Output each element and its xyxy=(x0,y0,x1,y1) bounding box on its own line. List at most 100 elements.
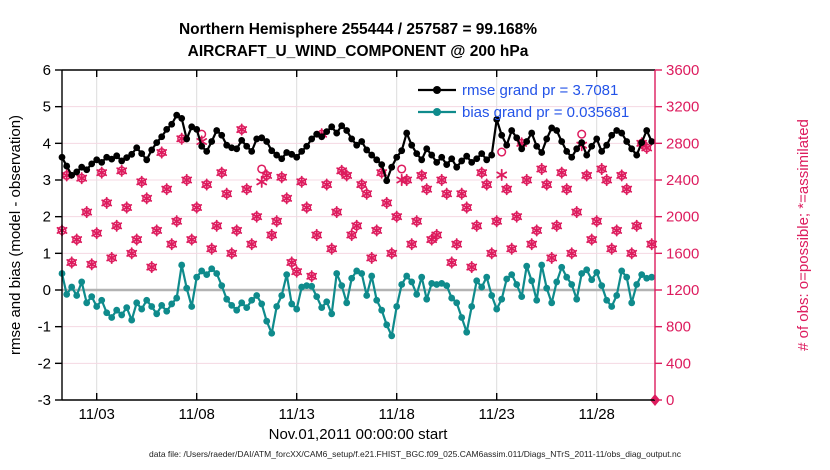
bias-point-marker xyxy=(243,304,251,311)
data-file-path: data file: /Users/raeder/DAI/ATM_forcXX/… xyxy=(149,449,682,459)
bias-point-marker xyxy=(103,309,111,317)
assimilated-obs-marker xyxy=(446,258,458,267)
rmse-point-marker xyxy=(298,148,306,155)
rmse-point-marker xyxy=(603,141,611,149)
assimilated-obs-marker xyxy=(566,249,578,257)
rmse-point-marker xyxy=(278,155,286,163)
assimilated-obs-marker xyxy=(266,231,278,239)
bias-point-marker xyxy=(608,303,616,310)
assimilated-obs-marker xyxy=(606,245,618,253)
rmse-point-marker xyxy=(268,147,276,155)
bias-point-marker xyxy=(528,277,536,285)
assimilated-obs-marker xyxy=(116,167,128,175)
bias-point-marker xyxy=(73,292,81,299)
bias-point-marker xyxy=(258,300,266,308)
assimilated-obs-marker xyxy=(216,169,228,177)
bias-point-marker xyxy=(618,267,626,275)
left-tick-label: 1 xyxy=(43,245,51,262)
assimilated-obs-marker xyxy=(621,185,633,193)
rmse-point-marker xyxy=(508,127,516,134)
rmse-point-marker xyxy=(93,156,101,164)
assimilated-obs-marker xyxy=(241,185,253,193)
rmse-point-marker xyxy=(293,153,301,161)
rmse-point-marker xyxy=(483,156,491,164)
rmse-point-marker xyxy=(503,141,511,149)
rmse-point-marker xyxy=(308,135,316,143)
bias-point-marker xyxy=(483,273,491,281)
assimilated-obs-marker xyxy=(526,240,538,248)
rmse-point-marker xyxy=(438,153,446,161)
assimilated-obs-marker xyxy=(461,203,473,212)
bias-point-marker xyxy=(248,296,256,304)
bias-point-marker xyxy=(588,276,596,284)
bias-point-marker xyxy=(518,293,526,300)
bias-point-marker xyxy=(648,273,656,281)
bias-point-marker xyxy=(573,295,581,303)
rmse-point-marker xyxy=(608,131,616,139)
bias-point-marker xyxy=(558,263,566,271)
right-tick-label: 0 xyxy=(666,392,674,409)
bias-point-marker xyxy=(463,328,471,336)
rmse-point-marker xyxy=(263,138,271,145)
assimilated-obs-marker xyxy=(541,181,553,189)
bias-point-marker xyxy=(158,302,166,309)
bias-point-marker xyxy=(148,303,156,310)
bias-point-marker xyxy=(373,296,381,304)
bias-point-marker xyxy=(173,294,181,302)
assimilated-obs-marker xyxy=(346,231,358,239)
rmse-point-marker xyxy=(538,149,546,156)
right-tick-label: 1600 xyxy=(666,245,699,262)
rmse-point-marker xyxy=(458,157,466,165)
rmse-point-marker xyxy=(188,123,196,131)
assimilated-obs-marker xyxy=(486,249,498,257)
assimilated-obs-marker xyxy=(301,203,313,212)
left-tick-label: 0 xyxy=(43,282,51,299)
right-tick-label: 3200 xyxy=(666,99,699,116)
bias-point-marker xyxy=(253,292,261,299)
assimilated-obs-marker xyxy=(111,222,123,230)
bias-point-marker xyxy=(268,329,276,337)
assimilated-obs-marker xyxy=(596,165,608,173)
rmse-point-marker xyxy=(343,127,351,134)
bias-point-marker xyxy=(123,304,131,311)
bias-point-marker xyxy=(613,292,621,299)
assimilated-obs-marker xyxy=(491,217,503,225)
x-tick-label: 11/03 xyxy=(78,406,114,423)
bias-point-marker xyxy=(378,306,386,314)
assimilated-obs-marker xyxy=(431,231,443,239)
assimilated-obs-marker xyxy=(271,217,283,225)
rmse-point-marker xyxy=(433,159,441,166)
bias-point-marker xyxy=(333,270,341,277)
bias-point-marker xyxy=(498,295,506,303)
bias-point-marker xyxy=(583,266,591,274)
bias-point-marker xyxy=(353,267,361,275)
assimilated-obs-marker xyxy=(191,203,203,212)
x-tick-label: 11/23 xyxy=(478,406,514,423)
assimilated-obs-marker xyxy=(261,171,273,179)
assimilated-obs-marker xyxy=(106,254,118,262)
rmse-point-marker xyxy=(493,116,501,123)
bias-point-marker xyxy=(153,310,161,318)
bias-point-marker xyxy=(623,273,631,281)
bias-point-marker xyxy=(318,304,326,311)
bias-point-marker xyxy=(418,273,426,281)
rmse-point-marker xyxy=(183,135,191,143)
rmse-point-marker xyxy=(573,145,581,153)
assimilated-obs-marker xyxy=(471,222,483,230)
bias-point-marker xyxy=(223,295,231,303)
legend-rmse-label: rmse grand pr = 3.7081 xyxy=(462,82,618,99)
rmse-point-marker xyxy=(448,155,456,163)
assimilated-obs-marker xyxy=(171,217,183,225)
axis-tick-labels: 6 5 4 3 2 1 0 -1 -2 -3 3600 3200 2800 2400 2000 1600 120… xyxy=(38,62,700,423)
bias-point-marker xyxy=(133,299,141,307)
rmse-point-marker xyxy=(598,148,606,155)
assimilated-obs-marker xyxy=(131,236,143,244)
assimilated-obs-marker xyxy=(296,178,308,186)
bias-point-marker xyxy=(448,294,456,302)
assimilated-obs-marker xyxy=(256,178,268,186)
rmse-point-marker xyxy=(558,138,566,145)
left-y-axis-label: rmse and bias (model - observation) xyxy=(7,115,24,355)
x-tick-label: 11/08 xyxy=(178,406,214,423)
bias-point-marker xyxy=(178,261,186,269)
bias-point-marker xyxy=(113,306,121,314)
